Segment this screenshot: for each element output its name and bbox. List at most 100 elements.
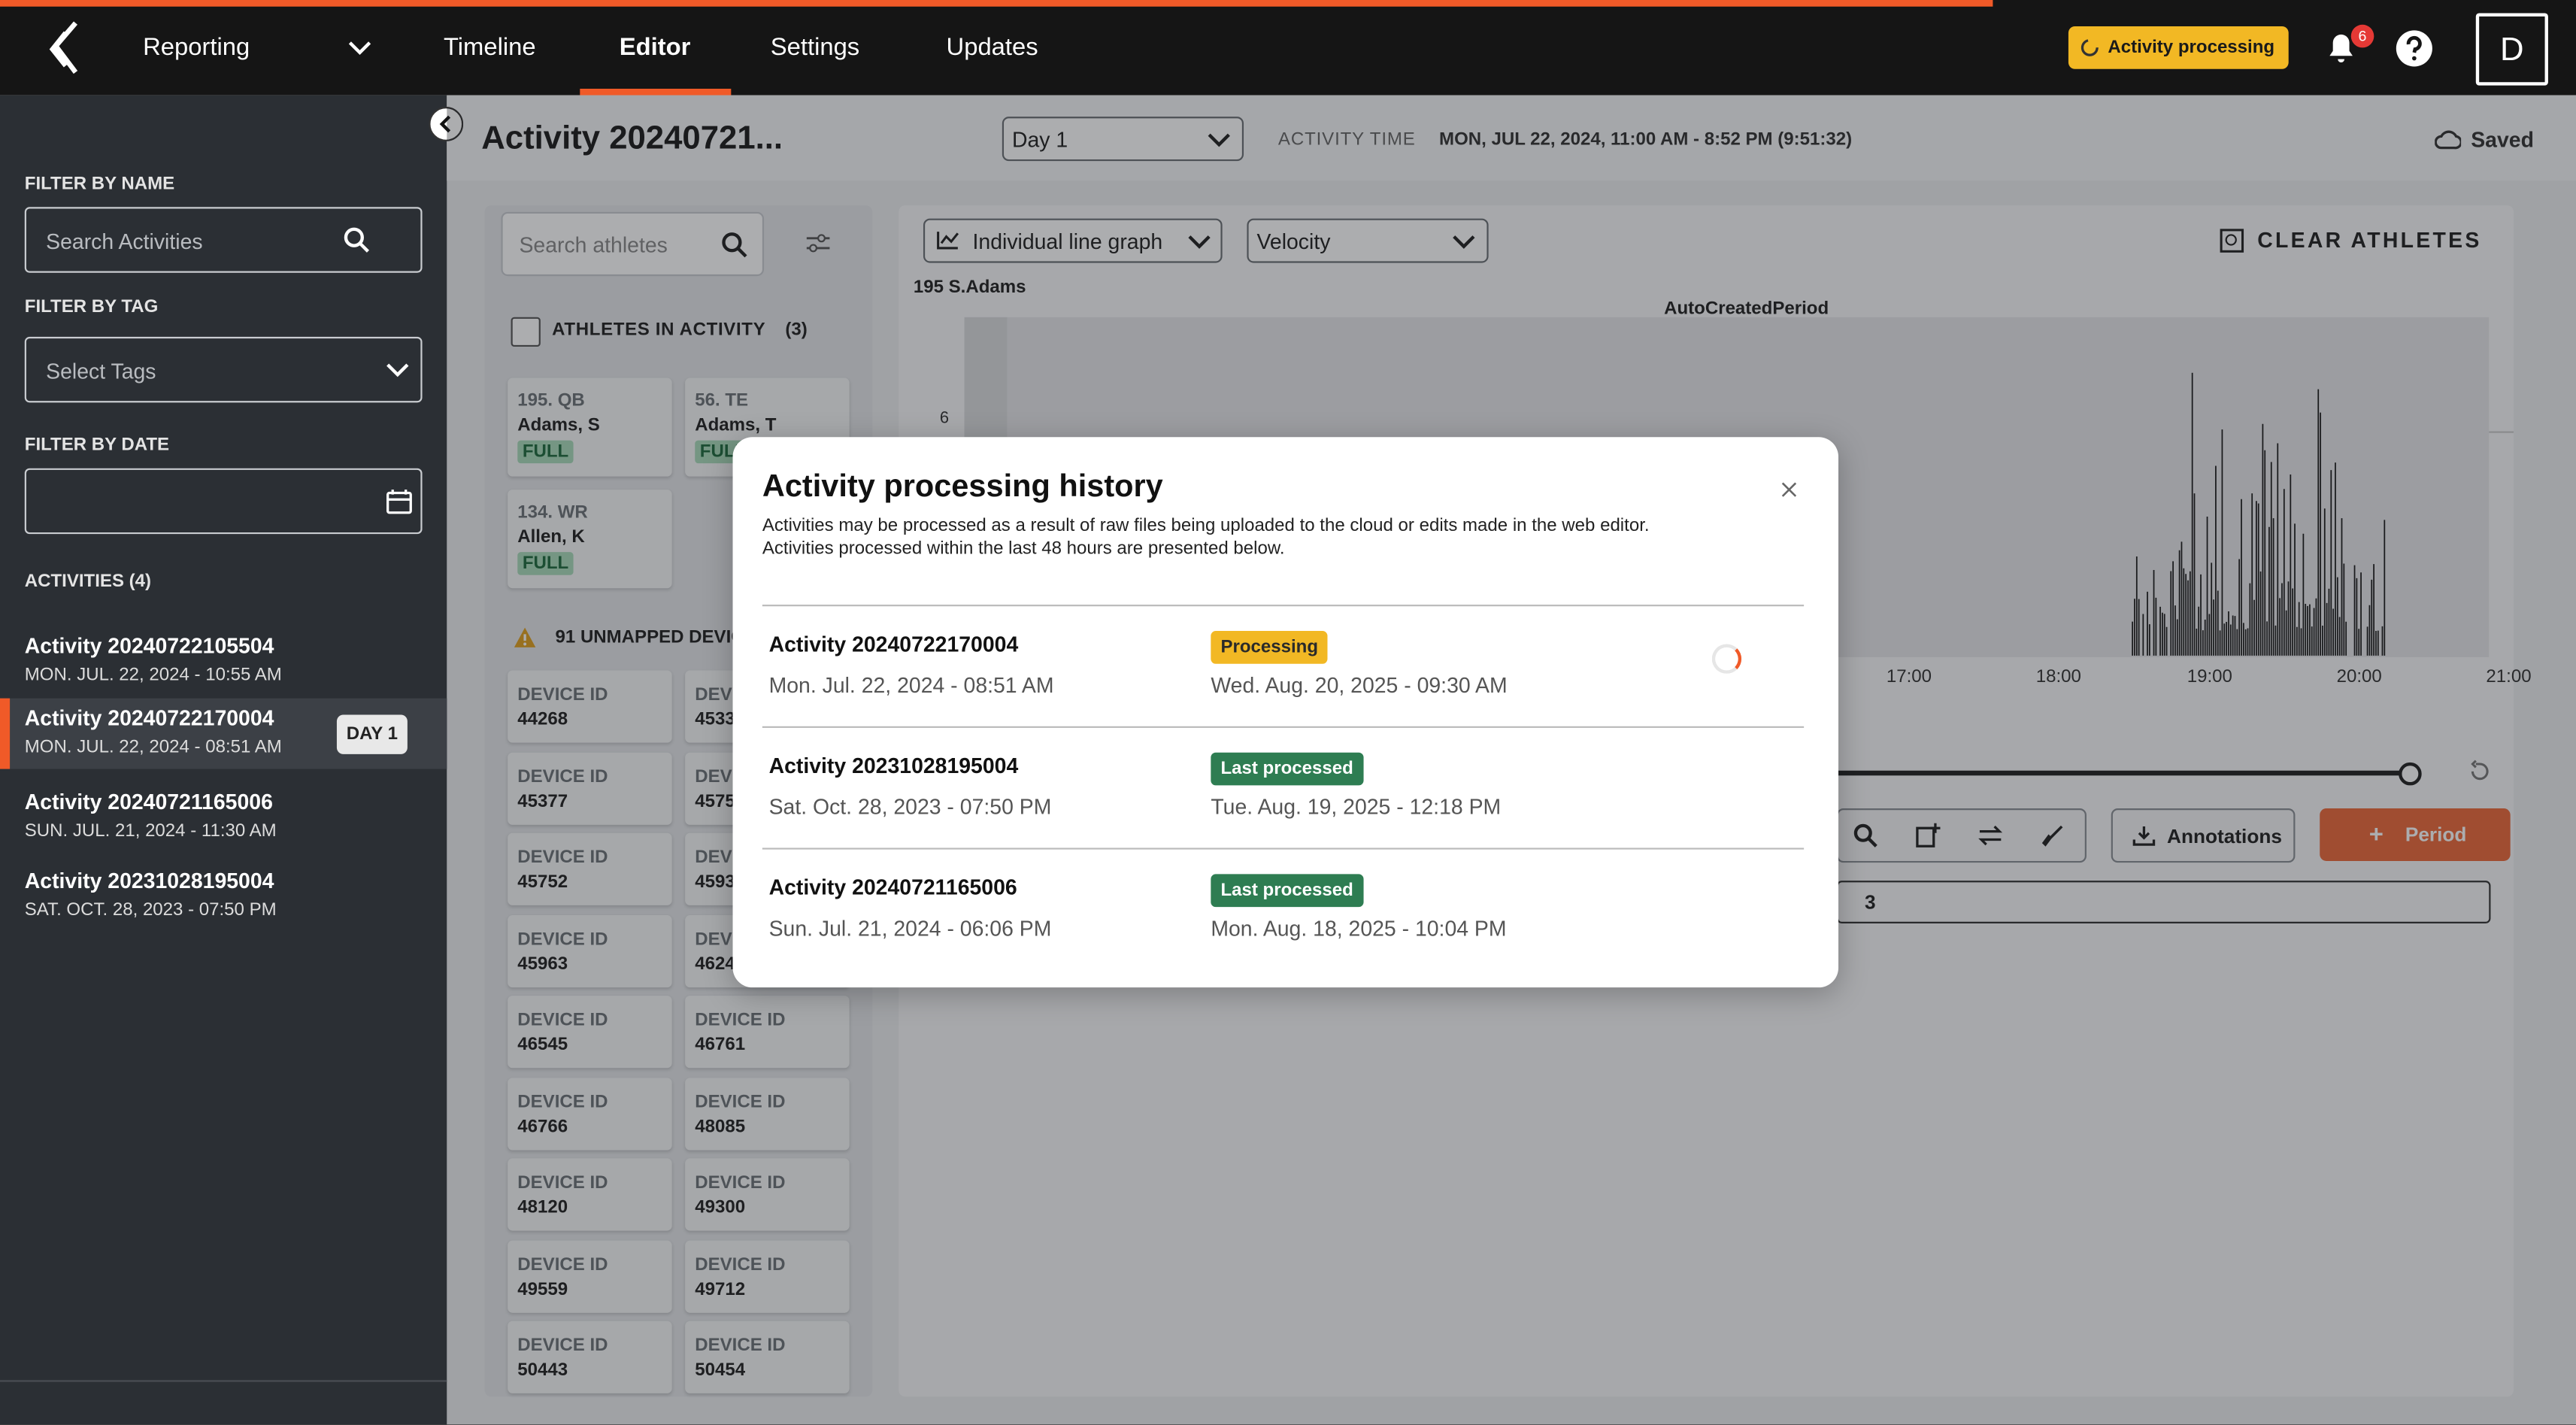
period-button[interactable]: + Period [2320,808,2511,861]
athlete-position: 56. TE [695,391,749,411]
warning-icon [514,627,536,647]
device-label: DEVICE ID [517,685,608,705]
device-card[interactable]: DEVICE ID 44268 [508,670,672,743]
nav-item[interactable]: Settings [770,33,860,62]
toolbar [1836,808,2087,863]
device-label: DEVICE ID [695,1010,786,1030]
device-id: 4575 [695,791,735,811]
athlete-card[interactable]: 56. TE Adams, T FULL [685,377,850,477]
bell-icon[interactable] [2321,28,2360,67]
activity-name[interactable]: Activity 20231028195004 [24,868,274,893]
activity-date: Mon. Jul. 22, 2024 - 08:51 AM [768,672,1054,698]
device-label: DEVICE ID [695,1173,786,1193]
activity-name: Activity 20240722170004 [768,632,1019,656]
filter-label: FILTER BY NAME [24,174,175,194]
activity-name[interactable]: Activity 20240722105504 [24,633,274,659]
divider [762,847,1805,850]
swap-icon[interactable] [1978,823,2003,848]
device-label: DEVICE ID [517,1336,608,1356]
device-card[interactable]: DEVICE ID 46766 [508,1077,672,1150]
device-label: DEVICE ID [695,1091,786,1112]
activity-date: SUN. JUL. 21, 2024 - 11:30 AM [24,821,277,841]
modal: Activity processing history Activities m… [732,437,1839,988]
device-id: 49712 [695,1279,746,1299]
search-input[interactable]: Search Activities [24,207,423,273]
help-icon[interactable] [2396,29,2433,67]
notification-badge: 6 [2350,24,2374,48]
chevron[interactable] [348,39,371,56]
device-id: 4624 [695,954,735,974]
tag-select[interactable]: Select Tags [24,336,423,403]
collapse-button[interactable] [429,107,464,141]
device-id: 48120 [517,1197,568,1218]
sidebar: FILTER BY NAME Search Activities FILTER … [0,95,447,1425]
date-input[interactable] [24,468,423,535]
nav-item[interactable]: Reporting [143,33,250,62]
chevron [1188,235,1211,249]
athlete-name: Adams, S [517,415,600,436]
device-label: DEVICE ID [517,1254,608,1275]
athlete-card[interactable]: 195. QB Adams, S FULL [508,377,672,477]
brush-icon[interactable] [2041,823,2065,848]
device-id: 45752 [517,872,568,893]
activity-date: MON. JUL. 22, 2024 - 10:55 AM [24,665,282,686]
device-card[interactable]: DEVICE ID 49300 [685,1158,850,1231]
athlete-position: 195. QB [517,391,585,411]
add-icon[interactable] [1916,823,1941,848]
nav-item[interactable]: Updates [946,33,1038,62]
avatar[interactable]: D [2475,13,2548,86]
device-card[interactable]: DEVICE ID 49712 [685,1239,850,1312]
device-card[interactable]: DEVICE ID 49559 [508,1239,672,1312]
device-card[interactable]: DEVICE ID 45752 [508,832,672,905]
athletes-count: (3) [785,320,808,341]
activity-date: Sat. Oct. 28, 2023 - 07:50 PM [768,794,1052,820]
logo[interactable] [46,20,85,75]
avatar-initial: D [2500,32,2524,68]
activities-label: ACTIVITIES (4) [24,572,152,592]
divider [762,726,1805,728]
device-card[interactable]: DEVICE ID 50454 [685,1320,850,1393]
device-card[interactable]: DEVICE ID 45377 [508,751,672,824]
device-id: 4593 [695,872,735,893]
active-underline [580,88,732,96]
device-label: DEVICE ID [695,1336,786,1356]
device-card[interactable]: DEVICE ID 46761 [685,996,850,1069]
activity-name[interactable]: Activity 20240721165006 [24,789,273,814]
reset-icon[interactable] [2468,759,2493,784]
clear-icon[interactable] [2220,229,2244,253]
device-card[interactable]: DEVICE ID 48085 [685,1077,850,1150]
filter-icon[interactable] [805,232,832,255]
close-button[interactable] [1781,481,1798,498]
graph-type-select[interactable]: Individual line graph [923,218,1223,263]
annotations-button[interactable]: Annotations [2111,808,2296,863]
processed-date: Tue. Aug. 19, 2025 - 12:18 PM [1211,794,1502,820]
device-card[interactable]: DEVICE ID 48120 [508,1158,672,1231]
spinner [1711,644,1742,674]
unmapped-label: 91 UNMAPPED DEVICES [555,627,768,647]
status-text: Activity processing [2108,38,2275,58]
nav-item-active[interactable]: Editor [619,33,691,62]
device-card[interactable]: DEVICE ID 46545 [508,996,672,1069]
athlete-search[interactable]: Search athletes [501,211,765,277]
slider-handle[interactable] [2399,762,2422,786]
device-card[interactable]: DEVICE ID 50443 [508,1320,672,1393]
clear-athletes[interactable]: CLEAR ATHLETES [2257,227,2482,253]
zoom-icon[interactable] [1853,823,1878,848]
activity-name: Activity 20231028195004 [768,753,1019,778]
device-card[interactable]: DEVICE ID 45963 [508,914,672,987]
nav-item[interactable]: Timeline [443,33,536,62]
placeholder: Select Tags [46,359,156,384]
device-label: DEVICE ID [517,766,608,787]
athlete-card[interactable]: 134. WR Allen, K FULL [508,490,672,589]
status-button[interactable]: Activity processing [2068,26,2289,69]
metric-select[interactable]: Velocity [1247,218,1489,263]
processed-date: Wed. Aug. 20, 2025 - 09:30 AM [1211,672,1508,698]
device-label: DEVICE ID [517,1010,608,1030]
time-label: ACTIVITY TIME [1277,129,1416,150]
day-select[interactable]: Day 1 [1002,117,1244,162]
activity-date: Sun. Jul. 21, 2024 - 06:06 PM [768,916,1052,941]
checkbox[interactable] [511,317,541,347]
activity-name[interactable]: Activity 20240722170004 [24,705,274,731]
device-id: 49559 [517,1279,568,1299]
device-id: 44268 [517,709,568,730]
